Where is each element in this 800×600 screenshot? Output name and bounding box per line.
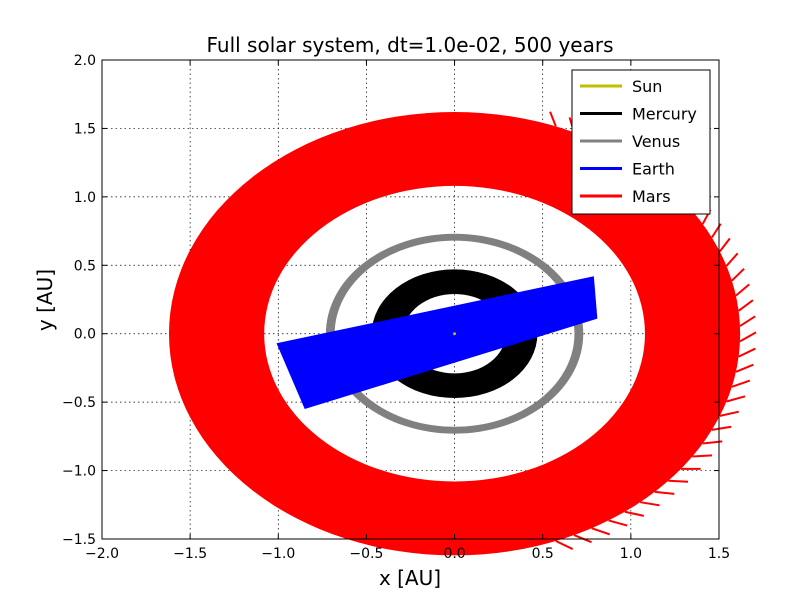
y-tick-label: −1.0 xyxy=(62,464,96,480)
legend-label-mercury: Mercury xyxy=(632,105,697,124)
mars-orbit-trace xyxy=(654,490,675,495)
y-tick-label: 0.5 xyxy=(74,258,96,274)
y-tick-label: 0.0 xyxy=(74,327,96,343)
y-tick-label: 1.0 xyxy=(74,190,96,206)
legend-label-mars: Mars xyxy=(632,187,671,206)
mars-orbit-trace xyxy=(731,379,751,388)
legend-label-sun: Sun xyxy=(632,77,662,96)
ticks: −2.0 −1.5 −1.0 −0.5 0.0 0.5 1.0 1.5−1.5−1.0−0.5… xyxy=(62,53,730,562)
sun-marker xyxy=(453,332,457,336)
x-tick-label: −2.0 xyxy=(85,546,119,562)
mars-orbit-trace xyxy=(608,519,628,527)
y-tick-label: −1.5 xyxy=(62,532,96,548)
x-tick-label: 1.0 xyxy=(620,546,642,562)
mars-orbit-trace xyxy=(739,315,756,327)
mars-orbit-trace xyxy=(640,501,660,507)
x-axis-label: x [AU] xyxy=(379,566,441,590)
y-axis-label: y [AU] xyxy=(33,269,57,331)
mars-orbit-trace xyxy=(591,527,611,536)
mars-orbit-trace xyxy=(726,395,746,403)
mars-orbit-trace xyxy=(719,410,740,417)
mars-orbit-trace xyxy=(624,510,645,517)
mars-orbit-trace xyxy=(725,252,739,267)
mars-orbit-trace xyxy=(738,347,756,358)
earth-orbit-trace xyxy=(276,276,598,409)
plot-data xyxy=(168,111,757,556)
x-tick-label: −1.5 xyxy=(173,546,207,562)
x-tick-label: 0.5 xyxy=(532,546,554,562)
mars-orbit-band xyxy=(168,112,741,556)
legend-label-earth: Earth xyxy=(632,160,675,179)
legend-label-venus: Venus xyxy=(632,132,680,151)
mars-orbit-trace xyxy=(739,331,757,343)
x-tick-label: 0.0 xyxy=(443,546,465,562)
chart-title: Full solar system, dt=1.0e-02, 500 years xyxy=(207,33,614,57)
y-tick-label: 2.0 xyxy=(74,53,96,69)
y-tick-label: 1.5 xyxy=(74,121,96,137)
mars-orbit-trace xyxy=(735,363,754,373)
mars-orbit-trace xyxy=(668,479,689,483)
legend: Sun Mercury Venus Earth Mars xyxy=(571,69,711,215)
x-tick-label: −1.0 xyxy=(261,546,295,562)
mars-orbit-trace xyxy=(711,425,732,431)
plot-frame xyxy=(101,59,720,540)
mars-orbit-trace xyxy=(719,237,731,253)
mars-orbit-trace xyxy=(731,267,745,282)
mars-orbit-trace xyxy=(692,454,713,458)
x-tick-label: 1.5 xyxy=(708,546,730,562)
x-tick-label: −0.5 xyxy=(349,546,383,562)
mars-orbit-trace xyxy=(738,299,754,312)
mars-orbit-trace xyxy=(549,111,557,127)
mars-orbit-trace xyxy=(735,283,750,297)
mars-orbit-trace xyxy=(555,540,574,550)
y-tick-label: −0.5 xyxy=(62,395,96,411)
